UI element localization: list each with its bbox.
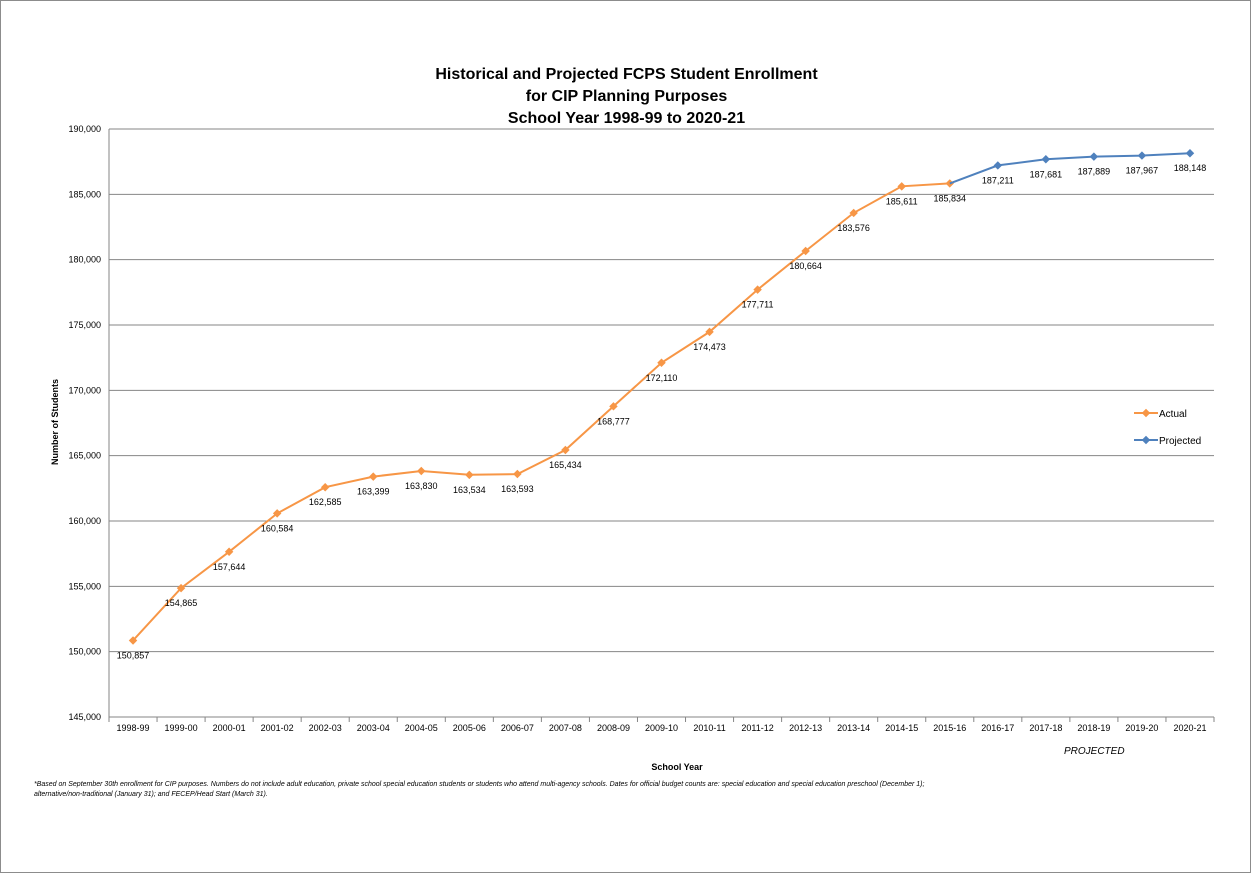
y-tick-label: 155,000 bbox=[68, 581, 101, 591]
data-label: 154,865 bbox=[165, 598, 198, 608]
chart-title-line-1: Historical and Projected FCPS Student En… bbox=[435, 66, 818, 83]
footnote: *Based on September 30th enrollment for … bbox=[34, 781, 925, 798]
data-point-projected bbox=[1089, 152, 1099, 161]
x-tick-label: 2003-04 bbox=[357, 723, 390, 733]
legend-item-projected: Projected bbox=[1134, 435, 1201, 447]
data-point-actual bbox=[897, 182, 906, 191]
data-label: 185,834 bbox=[933, 193, 966, 203]
series-line-projected bbox=[949, 152, 1191, 185]
gridlines bbox=[109, 128, 1214, 653]
x-tick-label: 2008-09 bbox=[597, 723, 630, 733]
x-tick-label: 2012-13 bbox=[789, 723, 822, 733]
legend-item-actual: Actual bbox=[1134, 408, 1187, 420]
x-tick-label: 2004-05 bbox=[405, 723, 438, 733]
legend-label-actual: Actual bbox=[1159, 409, 1187, 420]
chart-title-line-2: for CIP Planning Purposes bbox=[525, 88, 728, 105]
data-label: 160,584 bbox=[261, 523, 294, 533]
data-label: 163,593 bbox=[501, 484, 534, 494]
legend: Actual Projected bbox=[1134, 408, 1201, 447]
data-label: 162,585 bbox=[309, 497, 342, 507]
data-point-actual bbox=[272, 509, 282, 518]
data-label: 177,711 bbox=[742, 300, 774, 310]
data-point-actual bbox=[368, 472, 378, 481]
data-label: 187,967 bbox=[1126, 166, 1159, 176]
data-point-actual bbox=[465, 470, 474, 480]
data-labels: 150,857 154,865 157,644 160,584 162,585 163,3… bbox=[117, 163, 1207, 660]
data-point-actual bbox=[417, 466, 426, 476]
data-label: 185,611 bbox=[886, 196, 918, 206]
data-label: 157,644 bbox=[213, 562, 246, 572]
projected-note: PROJECTED bbox=[1064, 746, 1125, 757]
series-lines bbox=[128, 148, 1195, 645]
data-point-actual bbox=[513, 469, 522, 479]
x-axis-title: School Year bbox=[651, 762, 703, 772]
data-label: 187,889 bbox=[1078, 167, 1111, 177]
data-label: 163,534 bbox=[453, 485, 486, 495]
x-tick-label: 1998-99 bbox=[117, 723, 150, 733]
data-label: 183,576 bbox=[837, 223, 870, 233]
x-tick-label: 2013-14 bbox=[837, 723, 870, 733]
data-label: 180,664 bbox=[789, 261, 822, 271]
data-label: 168,777 bbox=[597, 416, 630, 426]
x-tick-label: 2005-06 bbox=[453, 723, 486, 733]
x-tick-label: 2016-17 bbox=[981, 723, 1014, 733]
y-tick-label: 160,000 bbox=[68, 516, 101, 526]
x-tick-label: 2020-21 bbox=[1173, 723, 1206, 733]
x-tick-label: 2019-20 bbox=[1125, 723, 1158, 733]
y-tick-label: 190,000 bbox=[68, 124, 101, 134]
data-point-actual bbox=[657, 358, 666, 368]
data-point-projected bbox=[993, 161, 1003, 170]
legend-label-projected: Projected bbox=[1159, 436, 1201, 447]
x-tick-label: 2018-19 bbox=[1077, 723, 1110, 733]
data-label: 163,830 bbox=[405, 481, 438, 491]
data-point-projected bbox=[1041, 155, 1051, 164]
y-tick-label: 185,000 bbox=[68, 189, 101, 199]
x-tick-label: 2017-18 bbox=[1029, 723, 1062, 733]
data-label: 172,110 bbox=[646, 373, 678, 383]
data-label: 165,434 bbox=[549, 460, 582, 470]
y-tick-label: 175,000 bbox=[68, 320, 101, 330]
data-point-projected bbox=[1137, 151, 1147, 160]
data-point-actual bbox=[609, 402, 618, 411]
data-point-actual bbox=[320, 482, 330, 492]
data-point-actual bbox=[945, 179, 955, 188]
x-tick-label: 2010-11 bbox=[693, 723, 725, 733]
x-tick-label: 2002-03 bbox=[309, 723, 342, 733]
y-tick-label: 180,000 bbox=[68, 255, 101, 265]
x-tick-label: 2011-12 bbox=[741, 723, 773, 733]
x-tick-label: 2006-07 bbox=[501, 723, 534, 733]
x-tick-label: 2001-02 bbox=[261, 723, 294, 733]
data-point-actual bbox=[561, 445, 570, 455]
x-tick-label: 2007-08 bbox=[549, 723, 582, 733]
y-tick-label: 145,000 bbox=[68, 712, 101, 722]
data-point-actual bbox=[753, 285, 762, 294]
x-tick-label: 2009-10 bbox=[645, 723, 678, 733]
data-label: 150,857 bbox=[117, 650, 150, 660]
data-label: 163,399 bbox=[357, 487, 390, 497]
data-point-projected bbox=[1185, 148, 1195, 158]
data-label: 187,681 bbox=[1030, 169, 1063, 179]
axes: 145,000 150,000 155,000 160,000 165,000 170,0… bbox=[68, 124, 1215, 733]
data-label: 188,148 bbox=[1174, 163, 1207, 173]
chart-title-line-3: School Year 1998-99 to 2020-21 bbox=[507, 110, 746, 127]
x-tick-label: 2000-01 bbox=[213, 723, 246, 733]
y-tick-label: 150,000 bbox=[68, 647, 101, 657]
series-line-actual bbox=[132, 182, 950, 642]
data-label: 174,473 bbox=[693, 342, 726, 352]
data-label: 187,211 bbox=[982, 175, 1014, 185]
y-tick-label: 165,000 bbox=[68, 451, 101, 461]
x-tick-label: 2015-16 bbox=[933, 723, 966, 733]
x-tick-label: 1999-00 bbox=[165, 723, 198, 733]
y-tick-label: 170,000 bbox=[68, 385, 101, 395]
y-axis-title: Number of Students bbox=[50, 379, 60, 465]
data-point-actual bbox=[705, 327, 714, 337]
x-tick-label: 2014-15 bbox=[885, 723, 918, 733]
